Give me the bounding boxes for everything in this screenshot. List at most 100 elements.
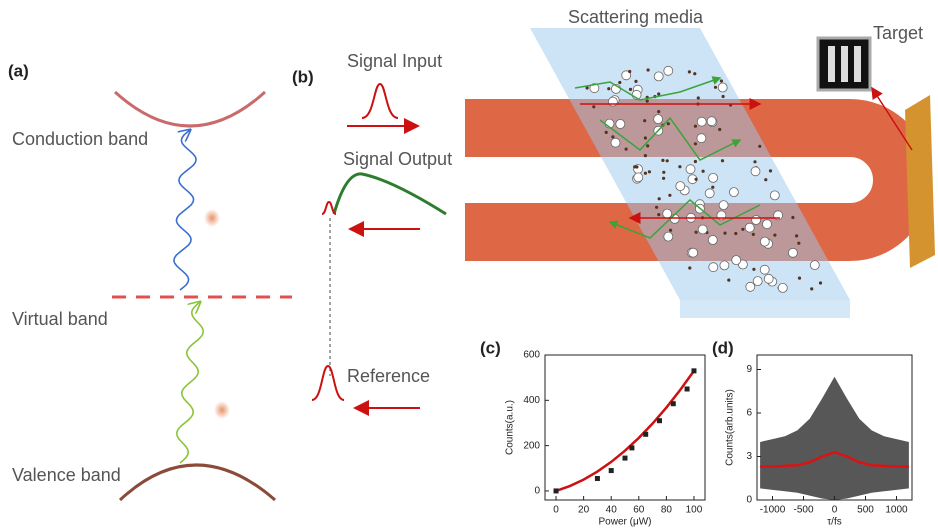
photon-wave <box>174 130 196 290</box>
x-axis-title: Power (μW) <box>599 517 652 528</box>
particle <box>734 232 737 235</box>
particle <box>689 248 698 257</box>
particle <box>688 70 691 73</box>
particle <box>711 186 714 189</box>
particle <box>605 131 608 134</box>
particle <box>611 138 620 147</box>
particle <box>698 225 707 234</box>
data-point <box>685 386 690 391</box>
particle <box>664 66 673 75</box>
particle <box>644 136 647 139</box>
particle <box>693 72 696 75</box>
particle <box>647 68 650 71</box>
y-axis-title: Counts(a.u.) <box>505 400 516 455</box>
particle <box>607 87 610 90</box>
pulse <box>312 366 344 400</box>
photon-wave <box>177 302 204 463</box>
particle <box>769 169 772 172</box>
wall <box>905 95 935 268</box>
particle <box>810 287 813 290</box>
particle <box>708 236 717 245</box>
particle <box>819 281 822 284</box>
x-axis-title: τ/fs <box>827 517 842 528</box>
y-tick-label: 400 <box>523 395 540 406</box>
particle <box>745 223 754 232</box>
particle <box>658 197 661 200</box>
particle <box>648 170 651 173</box>
particle <box>719 201 728 210</box>
particle <box>760 265 769 274</box>
y-tick-label: 6 <box>746 408 752 419</box>
particle <box>753 277 762 286</box>
particle <box>657 213 660 216</box>
panel-label: (d) <box>712 338 734 357</box>
signal-label: Signal Input <box>347 51 442 71</box>
data-point <box>629 445 634 450</box>
page: (a) Conduction band Virtual band Valence… <box>0 0 938 531</box>
particle <box>702 170 705 173</box>
particle <box>668 194 671 197</box>
particle <box>810 261 819 270</box>
particle <box>646 100 649 103</box>
particle <box>592 105 595 108</box>
particle <box>655 206 658 209</box>
particle <box>654 72 663 81</box>
particle <box>634 80 637 83</box>
particle <box>791 216 794 219</box>
particle <box>723 232 726 235</box>
particle <box>732 256 741 265</box>
particle <box>646 144 649 147</box>
particle <box>695 231 698 234</box>
particle <box>694 142 697 145</box>
x-tick-label: -500 <box>793 505 813 516</box>
particle <box>678 165 681 168</box>
particle <box>764 274 773 283</box>
particle <box>657 110 660 113</box>
figure: (a) Conduction band Virtual band Valence… <box>0 0 938 531</box>
band-label: Conduction band <box>12 129 148 149</box>
x-tick-label: 40 <box>606 505 618 516</box>
target-bar <box>854 46 861 82</box>
particle <box>752 233 755 236</box>
data-point <box>671 401 676 406</box>
particle <box>628 70 631 73</box>
particle <box>697 134 706 143</box>
y-tick-label: 9 <box>746 364 752 375</box>
pulse <box>362 84 398 118</box>
particle <box>686 165 695 174</box>
particle <box>709 263 718 272</box>
particle <box>670 214 679 223</box>
particle <box>741 228 744 231</box>
data-point <box>595 476 600 481</box>
x-tick-label: 0 <box>553 505 559 516</box>
particle <box>714 86 717 89</box>
particle <box>695 178 698 181</box>
conduction-band-curve <box>115 92 265 126</box>
particle <box>629 88 632 91</box>
x-tick-label: 1000 <box>885 505 908 516</box>
particle <box>752 216 761 225</box>
electron <box>204 209 220 227</box>
y-tick-label: 3 <box>746 451 752 462</box>
particle <box>667 122 670 125</box>
x-tick-label: 20 <box>578 505 590 516</box>
particle <box>643 119 646 122</box>
y-tick-label: 200 <box>523 440 540 451</box>
particle <box>760 237 769 246</box>
particle <box>795 234 798 237</box>
particle <box>618 81 621 84</box>
particle <box>753 160 756 163</box>
data-point <box>691 368 696 373</box>
panel-label: (a) <box>8 61 29 80</box>
target-label: Target <box>873 23 923 43</box>
particle <box>616 120 625 129</box>
particle <box>676 182 685 191</box>
particle <box>694 125 697 128</box>
particle <box>654 115 663 124</box>
particle <box>718 128 721 131</box>
particle <box>720 79 723 82</box>
signal-label: Reference <box>347 366 430 386</box>
pulse <box>322 202 336 214</box>
particle <box>644 154 647 157</box>
particle <box>729 188 738 197</box>
